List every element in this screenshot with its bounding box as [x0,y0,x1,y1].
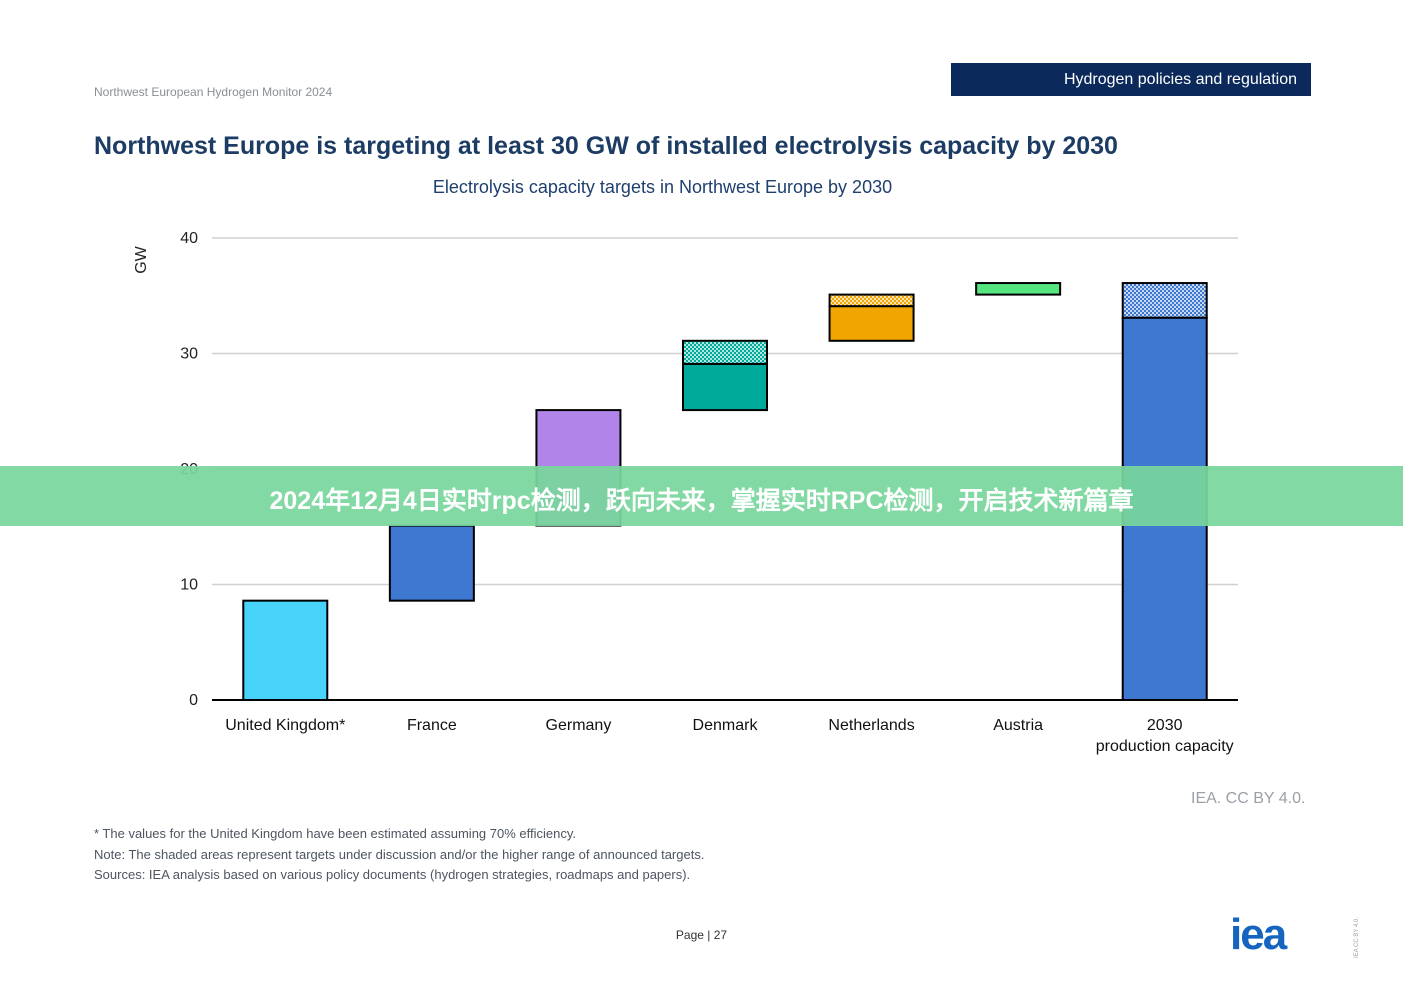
page-number: Page | 27 [675,928,728,942]
overlay-banner [0,466,1403,526]
bar-target [242,599,329,701]
footnote-shaded: Note: The shaded areas represent targets… [94,846,705,862]
bar-shaded-range [682,339,768,365]
section-banner: Hydrogen policies and regulation [951,63,1311,96]
bar-target [975,282,1062,296]
y-tick-label: 0 [189,692,198,709]
bar-shaded-range [828,293,915,308]
overlay-headline: 2024年12月4日实时rpc检测，跃向未来，掌握实时RPC检测，开启技术新篇章 [269,487,1134,515]
page-title: Northwest Europe is targeting at least 3… [94,132,1118,160]
y-axis-label: GW [133,245,150,273]
x-tick-label: Denmark [693,717,759,734]
report-name: Northwest European Hydrogen Monitor 2024 [94,85,333,99]
license-credit: IEA. CC BY 4.0. [1191,790,1306,807]
bar-target [388,524,475,602]
x-tick-label: France [407,717,457,734]
bar-target [682,362,768,412]
footnote-uk: * The values for the United Kingdom have… [94,826,577,841]
x-tick-label: United Kingdom* [225,717,345,734]
iea-logo: iea [1230,910,1287,959]
footnote-sources: Sources: IEA analysis based on various p… [94,867,691,882]
bar-target [828,305,915,342]
y-tick-label: 30 [180,346,198,363]
y-tick-label: 10 [180,577,198,594]
footnotes: * The values for the United Kingdom have… [94,824,704,886]
x-tick-label: Germany [546,717,612,734]
y-tick-label: 40 [180,230,198,247]
bar-shaded-range [1121,282,1208,319]
chart-title: Electrolysis capacity targets in Northwe… [432,177,893,197]
x-tick-label: Netherlands [828,717,914,734]
x-tick-label: Austria [993,717,1043,734]
side-license-text: IEA CC BY 4.0. [1354,917,1360,958]
x-tick-label: 2030 production capacity [1096,717,1234,755]
